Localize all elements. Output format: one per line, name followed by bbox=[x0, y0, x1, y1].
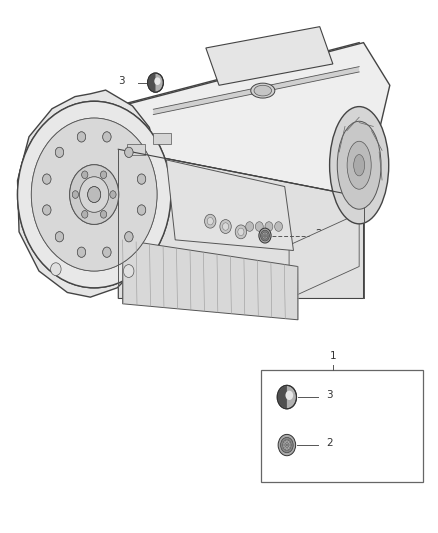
Circle shape bbox=[78, 132, 86, 142]
Ellipse shape bbox=[254, 85, 272, 96]
Ellipse shape bbox=[337, 121, 381, 209]
Circle shape bbox=[261, 230, 269, 241]
Polygon shape bbox=[153, 133, 171, 144]
Circle shape bbox=[100, 171, 106, 179]
Circle shape bbox=[102, 132, 111, 142]
Circle shape bbox=[82, 171, 88, 179]
Circle shape bbox=[80, 177, 109, 212]
Text: 3: 3 bbox=[326, 391, 333, 400]
Circle shape bbox=[55, 232, 64, 242]
Circle shape bbox=[55, 147, 64, 157]
Circle shape bbox=[125, 147, 133, 157]
Text: 1: 1 bbox=[329, 351, 336, 361]
Polygon shape bbox=[18, 90, 157, 297]
Polygon shape bbox=[123, 240, 298, 320]
Circle shape bbox=[246, 222, 254, 231]
Circle shape bbox=[110, 191, 116, 198]
Circle shape bbox=[42, 174, 51, 184]
Circle shape bbox=[100, 211, 106, 218]
Polygon shape bbox=[118, 43, 390, 197]
Circle shape bbox=[102, 132, 111, 142]
Circle shape bbox=[281, 438, 293, 453]
Circle shape bbox=[70, 165, 119, 224]
Circle shape bbox=[235, 225, 247, 239]
Circle shape bbox=[42, 174, 51, 184]
Circle shape bbox=[55, 147, 64, 157]
Polygon shape bbox=[118, 149, 364, 298]
Polygon shape bbox=[127, 144, 145, 155]
Circle shape bbox=[138, 174, 146, 184]
Circle shape bbox=[265, 222, 273, 231]
Polygon shape bbox=[206, 27, 333, 85]
Polygon shape bbox=[166, 160, 293, 251]
Circle shape bbox=[110, 191, 116, 198]
Circle shape bbox=[72, 191, 78, 198]
Circle shape bbox=[148, 73, 163, 92]
Circle shape bbox=[255, 222, 263, 231]
Circle shape bbox=[55, 232, 64, 242]
Polygon shape bbox=[114, 43, 385, 149]
Ellipse shape bbox=[329, 107, 389, 224]
Circle shape bbox=[264, 234, 266, 237]
Circle shape bbox=[286, 391, 293, 400]
Circle shape bbox=[125, 147, 133, 157]
Circle shape bbox=[32, 118, 157, 271]
Circle shape bbox=[70, 165, 119, 224]
Ellipse shape bbox=[251, 83, 275, 98]
Circle shape bbox=[277, 385, 297, 409]
Circle shape bbox=[18, 101, 171, 288]
Circle shape bbox=[80, 177, 109, 212]
Circle shape bbox=[100, 211, 106, 218]
Text: 2: 2 bbox=[326, 439, 333, 448]
Circle shape bbox=[88, 187, 101, 203]
Circle shape bbox=[50, 263, 61, 276]
Wedge shape bbox=[148, 74, 155, 92]
Circle shape bbox=[42, 205, 51, 215]
Circle shape bbox=[238, 228, 244, 236]
Circle shape bbox=[278, 434, 296, 456]
Circle shape bbox=[138, 205, 146, 215]
Circle shape bbox=[32, 118, 157, 271]
Circle shape bbox=[125, 232, 133, 242]
Text: 2: 2 bbox=[315, 229, 322, 239]
Circle shape bbox=[102, 247, 111, 257]
Circle shape bbox=[125, 232, 133, 242]
Circle shape bbox=[82, 171, 88, 179]
Ellipse shape bbox=[347, 141, 371, 189]
Circle shape bbox=[138, 174, 146, 184]
Circle shape bbox=[82, 211, 88, 218]
Circle shape bbox=[72, 191, 78, 198]
Circle shape bbox=[18, 101, 171, 288]
Circle shape bbox=[82, 211, 88, 218]
Circle shape bbox=[78, 247, 86, 257]
Circle shape bbox=[205, 214, 216, 228]
Circle shape bbox=[223, 223, 229, 230]
Circle shape bbox=[78, 132, 86, 142]
Text: 3: 3 bbox=[118, 76, 125, 86]
Circle shape bbox=[138, 205, 146, 215]
Bar bbox=[261, 370, 423, 482]
Polygon shape bbox=[289, 213, 359, 298]
Circle shape bbox=[275, 222, 283, 231]
Circle shape bbox=[42, 205, 51, 215]
Circle shape bbox=[283, 440, 291, 450]
Ellipse shape bbox=[353, 155, 364, 176]
Wedge shape bbox=[278, 386, 287, 408]
Circle shape bbox=[285, 443, 289, 447]
Circle shape bbox=[100, 171, 106, 179]
Circle shape bbox=[220, 220, 231, 233]
Circle shape bbox=[207, 217, 213, 225]
Circle shape bbox=[124, 264, 134, 277]
Circle shape bbox=[102, 247, 111, 257]
Circle shape bbox=[262, 232, 268, 239]
Circle shape bbox=[154, 77, 161, 85]
Circle shape bbox=[259, 228, 271, 243]
Circle shape bbox=[88, 187, 101, 203]
Circle shape bbox=[78, 247, 86, 257]
